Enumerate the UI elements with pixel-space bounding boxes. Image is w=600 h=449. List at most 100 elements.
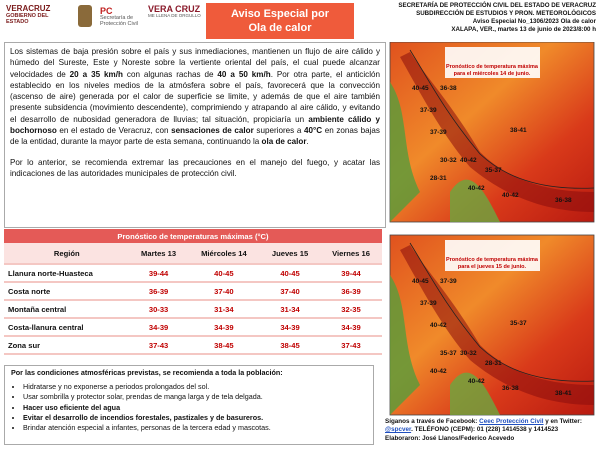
table-row: Costa norte 36-39 37-40 37-40 36-39	[4, 282, 382, 301]
recommendations: Por las condiciones atmosféricas previst…	[4, 365, 374, 445]
map-label: 35-37	[485, 167, 502, 174]
temperature: 39-44	[129, 264, 188, 283]
rec-heading: Por las condiciones atmosféricas previst…	[11, 368, 283, 377]
text: Los sistemas de baja presión sobre el pa…	[10, 47, 380, 79]
map-label: 36-38	[440, 85, 457, 92]
map-label: 36-38	[555, 197, 572, 204]
map-caption: Pronóstico de temperatura máxima	[446, 64, 539, 70]
map-caption: Pronóstico de temperatura máxima	[446, 257, 539, 263]
map-label: 40-42	[468, 185, 485, 192]
logo-text: Secretaría de Protección Civil	[100, 14, 138, 28]
text: ola de calor	[261, 137, 307, 147]
map-label: 30-32	[440, 157, 457, 164]
map-label: 28-31	[485, 360, 502, 367]
rec-item: Brindar atención especial a infantes, pe…	[23, 423, 367, 433]
temperature: 38-45	[260, 336, 320, 355]
text: superiores a	[253, 126, 304, 136]
logo-text: PC	[100, 6, 113, 16]
column-header: Miércoles 14	[187, 243, 261, 265]
title-box: Aviso Especial por Ola de calor	[206, 3, 354, 39]
map-label: 38-41	[555, 390, 572, 397]
logo-text: ME LLENA DE ORGULLO	[148, 12, 201, 18]
column-header: Viernes 16	[319, 243, 382, 265]
map-label: 35-37	[440, 350, 457, 357]
temperature: 37-40	[187, 282, 261, 301]
temperature: 31-34	[260, 300, 320, 319]
logo-strip	[445, 240, 540, 254]
text: en zonas bajas de la entidad, durante la…	[10, 126, 380, 147]
region: Costa norte	[4, 282, 130, 301]
map-label: 37-39	[440, 278, 457, 285]
map-label: 37-39	[430, 129, 447, 136]
logo-text: VERA CRUZ	[148, 4, 201, 14]
info-line: SECRETARÍA DE PROTECCIÓN CIVIL DEL ESTAD…	[398, 2, 596, 9]
map-label: 40-45	[412, 85, 429, 92]
text: .	[306, 137, 309, 147]
text: sensaciones de calor	[171, 126, 254, 136]
table-title: Pronóstico de temperaturas máximas (°C)	[4, 229, 382, 243]
logo-veracruz: VERACRUZ GOBIERNO DEL ESTADO	[6, 4, 66, 26]
header-row: Región Martes 13 Miércoles 14 Jueves 15 Vier…	[4, 243, 382, 265]
temperature: 34-39	[319, 318, 382, 337]
text: ambiente cálido y bochornoso	[10, 114, 380, 136]
map-label: 30-32	[460, 350, 477, 357]
temperature: 36-39	[129, 282, 188, 301]
temperature: 40-45	[260, 264, 320, 283]
column-header: Jueves 15	[260, 243, 320, 265]
text: Elaboraron: José Llanos/Federico Acevedo	[385, 434, 515, 442]
temperature: 34-39	[187, 318, 261, 337]
twitter-link[interactable]: @spcver	[385, 426, 412, 434]
map-label: 35-37	[510, 320, 527, 327]
title: Aviso Especial por	[230, 8, 330, 20]
rec-item: Usar sombrilla y protector solar, prenda…	[23, 392, 367, 402]
table-row: Zona sur 37-43 38-45 38-45 37-43	[4, 336, 382, 355]
text: . Por otra parte, el anticiclón establec…	[10, 69, 380, 124]
title: Ola de calor	[248, 22, 312, 34]
rec-item: Hacer uso eficiente del agua	[23, 403, 367, 413]
hot-band	[400, 52, 594, 212]
temperature: 31-34	[187, 300, 261, 319]
region: Montaña central	[4, 300, 130, 319]
logo-text: VERACRUZ	[6, 4, 51, 13]
table-row: Llanura norte-Huasteca 39-44 40-45 40-45 39-…	[4, 264, 382, 283]
coast	[409, 49, 595, 189]
map-caption: para el miércoles 14 de junio.	[454, 71, 531, 77]
hot-band	[400, 245, 594, 405]
region-green	[450, 179, 500, 222]
region-green	[390, 275, 420, 415]
region: Llanura norte-Huasteca	[4, 264, 130, 283]
rec-list: Hidratarse y no exponerse a periodos pro…	[11, 382, 367, 433]
temperature: 30-33	[129, 300, 188, 319]
temperature: 34-39	[129, 318, 188, 337]
map-caption: para el jueves 15 de junio.	[458, 264, 527, 270]
table-row: Montaña central 30-33 31-34 31-34 32-35	[4, 300, 382, 319]
info-line: Aviso Especial No_1306/2023 Ola de calor	[472, 18, 596, 25]
text: 40°C	[304, 126, 323, 136]
temperature: 37-43	[129, 336, 188, 355]
map-label: 40-42	[460, 157, 477, 164]
facebook-link[interactable]: Ceec Protección Civil	[479, 418, 544, 425]
map-label: 40-42	[430, 322, 447, 329]
temperature: 34-39	[260, 318, 320, 337]
rec-item: Hidratarse y no exponerse a periodos pro…	[23, 382, 367, 392]
info-line: XALAPA, VER., martes 13 de junio de 2023…	[451, 26, 596, 33]
paragraph: Los sistemas de baja presión sobre el pa…	[10, 46, 380, 148]
text: con algunas rachas de	[122, 69, 218, 79]
region: Zona sur	[4, 336, 130, 355]
map-label: 40-42	[502, 192, 519, 199]
map-label: 40-42	[468, 378, 485, 385]
text: en el estado de Veracruz, con	[56, 126, 172, 136]
header-info: SECRETARÍA DE PROTECCIÓN CIVIL DEL ESTAD…	[380, 2, 596, 34]
region-green	[390, 82, 420, 222]
temperature: 37-40	[260, 282, 320, 301]
text: Síganos a través de Facebook:	[385, 418, 480, 425]
text: Por lo anterior, se recomienda extremar …	[10, 157, 380, 178]
coat-of-arms	[78, 5, 92, 27]
map-label: 40-42	[430, 368, 447, 375]
temperature: 40-45	[187, 264, 261, 283]
paragraph: Por lo anterior, se recomienda extremar …	[10, 157, 380, 180]
map-label: 40-45	[412, 278, 429, 285]
